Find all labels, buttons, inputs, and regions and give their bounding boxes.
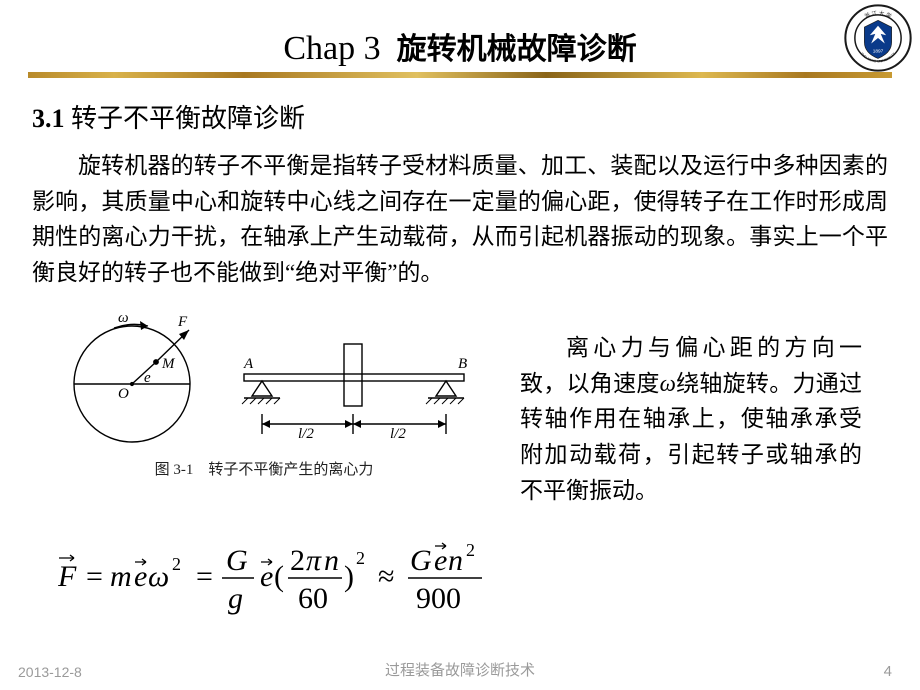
svg-text:2: 2 [290,544,305,577]
svg-text:n: n [324,544,339,577]
svg-text:2: 2 [466,540,475,560]
formula-block: F = m e ω 2 = G g e ( 2 π n [58,532,578,622]
svg-text:): ) [344,560,354,593]
para2-omega: ω [660,371,676,396]
footer-page-number: 4 [884,663,892,680]
fig-label-F: F [177,314,188,330]
slide: Chap 3 旋转机械故障诊断 浙 江 大 学 ZHE JIANG UNIVER… [0,0,920,690]
body-paragraph-2: 离心力与偏心距的方向一致，以角速度ω绕轴旋转。力通过转轴作用在轴承上，使轴承承受… [520,330,862,508]
svg-text:g: g [228,582,243,615]
formula-svg: F = m e ω 2 = G g e ( 2 π n [58,532,578,622]
section-heading: 3.1 转子不平衡故障诊断 [32,98,305,135]
fig-label-l2-right: l/2 [390,426,406,442]
section-number: 3.1 [32,104,65,133]
svg-text:900: 900 [416,582,461,615]
svg-text:e: e [434,544,447,577]
svg-text:≈: ≈ [378,560,394,593]
fig-label-l2-left: l/2 [298,426,314,442]
svg-text:60: 60 [298,582,328,615]
svg-text:F: F [58,560,77,593]
svg-text:m: m [110,560,132,593]
svg-text:n: n [448,544,463,577]
figure-diagram: O e M F ω [44,306,484,456]
logo-year: 1897 [873,48,884,54]
fig-label-O: O [118,386,129,402]
logo-svg: 浙 江 大 学 ZHE JIANG UNIVERSITY 1897 [844,4,912,72]
gold-divider [28,72,892,78]
figure-block: O e M F ω [44,306,484,479]
svg-text:ω: ω [148,560,169,593]
svg-text:2: 2 [172,554,181,574]
fig-label-M: M [161,356,176,372]
chapter-title-en: Chap 3 [283,30,380,67]
footer-center: 过程装备故障诊断技术 [0,659,920,680]
svg-text:G: G [410,544,432,577]
university-logo: 浙 江 大 学 ZHE JIANG UNIVERSITY 1897 [844,4,912,72]
svg-text:e: e [260,560,273,593]
svg-text:π: π [306,544,322,577]
svg-text:e: e [134,560,147,593]
svg-text:2: 2 [356,548,365,568]
fig-label-A: A [243,356,254,372]
body-paragraph-1: 旋转机器的转子不平衡是指转子受材料质量、加工、装配以及运行中多种因素的影响，其质… [32,148,888,291]
fig-label-omega: ω [118,310,129,326]
chapter-title-cn: 旋转机械故障诊断 [397,33,637,66]
svg-text:(: ( [274,560,284,593]
svg-text:G: G [226,544,248,577]
figure-caption-no: 图 3-1 [155,462,194,478]
figure-caption: 图 3-1 转子不平衡产生的离心力 [44,458,484,479]
svg-text:=: = [196,560,213,593]
svg-text:=: = [86,560,103,593]
figure-caption-text: 转子不平衡产生的离心力 [208,462,373,478]
section-title: 转子不平衡故障诊断 [71,104,305,133]
title-row: Chap 3 旋转机械故障诊断 [0,0,920,68]
fig-label-B: B [458,356,467,372]
